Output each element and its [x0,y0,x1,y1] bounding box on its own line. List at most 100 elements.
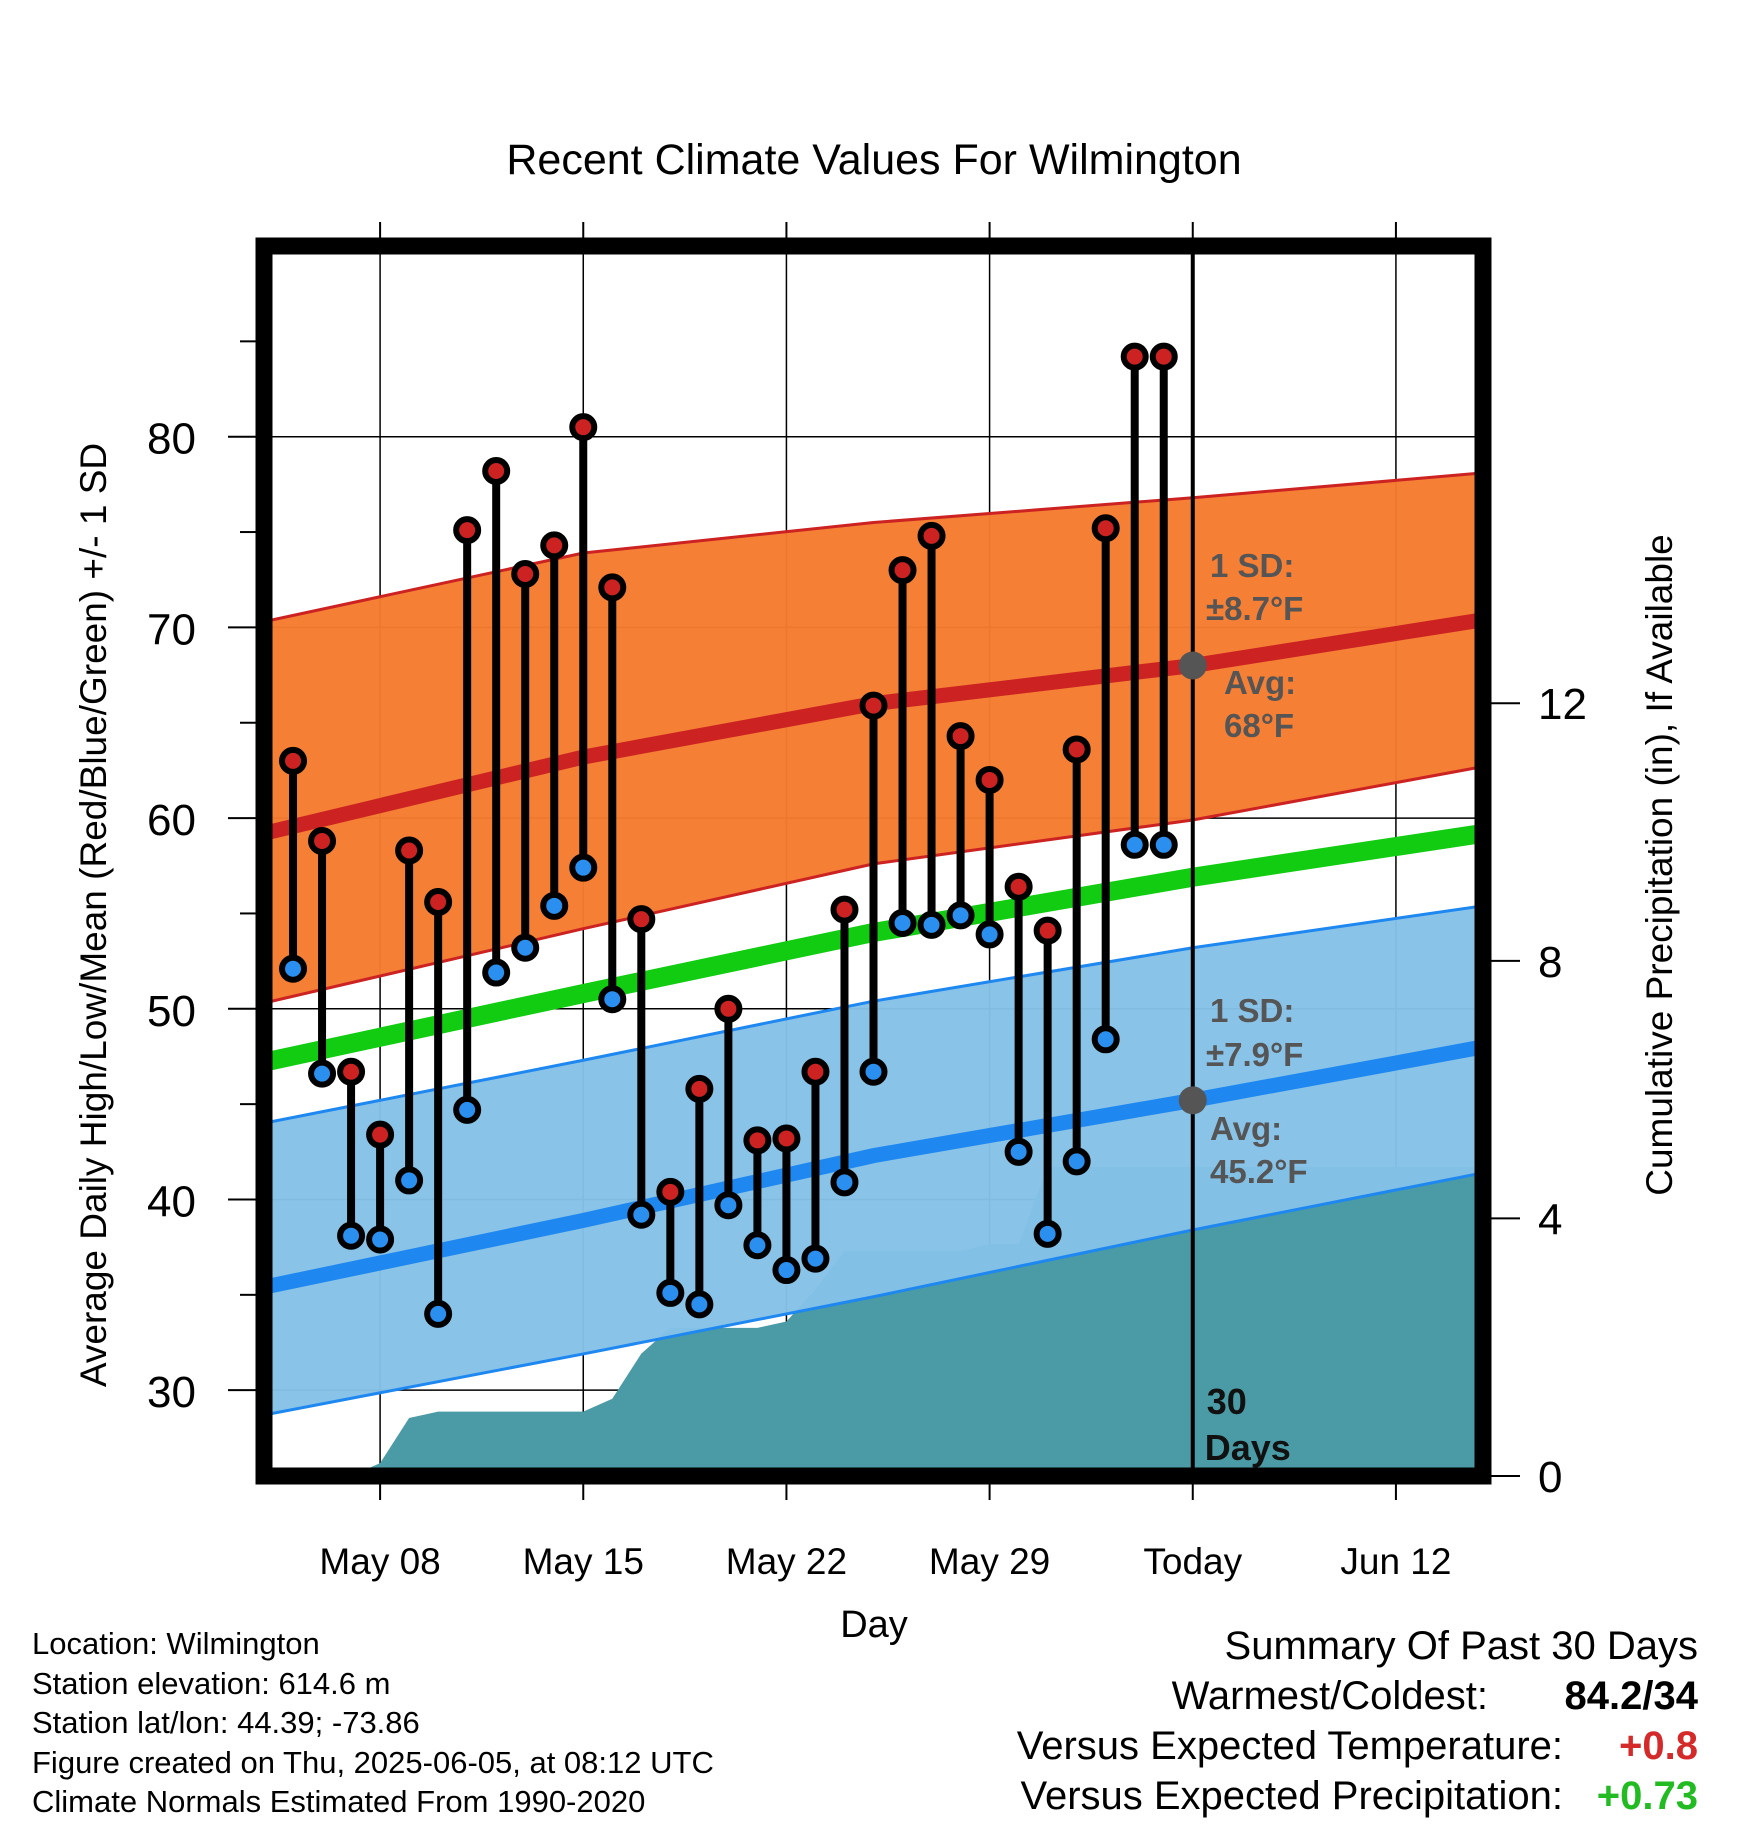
warm-cold-value: 84.2/34 [1564,1674,1698,1718]
x-tick-label: May 22 [726,1541,847,1582]
high-avg-label: Avg: [1224,664,1296,701]
high-point [917,521,946,550]
x-tick-label: May 15 [523,1541,644,1582]
low-point [511,933,540,962]
low-point [1004,1137,1033,1166]
low-point [917,910,946,939]
low-point [1091,1025,1120,1054]
low-point [743,1231,772,1260]
high-point [685,1074,714,1103]
low-sd-label: 1 SD: [1210,992,1294,1029]
low-point [569,853,598,882]
warm-cold-label: Warmest/Coldest: [1171,1674,1488,1718]
high-point [1033,916,1062,945]
summary-panel: Summary Of Past 30 Days Warmest/Coldest:… [798,1624,1698,1824]
low-avg-label: Avg: [1210,1110,1282,1147]
low-point [656,1278,685,1307]
high-point [511,560,540,588]
latlon-text: Station lat/lon: 44.39; -73.86 [32,1705,420,1740]
precip-vs-expected-value: +0.73 [1596,1774,1698,1818]
chart-title: Recent Climate Values For Wilmington [506,136,1241,184]
temp-vs-expected-value: +0.8 [1619,1724,1698,1768]
high-point [1149,342,1178,371]
y-tick-label: 70 [147,605,196,654]
x-tick-label: May 08 [319,1541,440,1582]
x-tick-label: Jun 12 [1340,1541,1451,1582]
high-point [1091,514,1120,543]
low-point [453,1095,482,1124]
high-sd-value: ±8.7°F [1206,590,1303,627]
low-sd-band-lower-edge [264,1171,1483,1417]
low-point [1062,1147,1091,1176]
y-tick-label: 30 [147,1368,196,1417]
high-point [540,531,569,560]
created-text: Figure created on Thu, 2025-06-05, at 08… [32,1744,714,1780]
low-sd-value: ±7.9°F [1206,1036,1303,1073]
low-point [482,958,511,987]
high-point [395,836,424,865]
elevation-text: Station elevation: 614.6 m [32,1665,391,1701]
low-point [308,1059,337,1088]
station-info: Location: Wilmington Station elevation: … [32,1624,714,1822]
high-avg-value: 68°F [1224,707,1294,744]
today-days-word: Days [1205,1427,1291,1468]
high-point [714,994,743,1023]
low-point [859,1057,888,1086]
high-point [743,1126,772,1155]
low-point [337,1221,366,1250]
y2-tick-label: 8 [1538,938,1562,987]
high-point [308,826,337,855]
low-point [801,1244,830,1273]
y2-tick-label: 0 [1538,1453,1562,1502]
low-point [975,920,1004,949]
y2-tick-label: 12 [1538,680,1587,729]
high-point [656,1177,685,1206]
y-axis-label: Average Daily High/Low/Mean (Red/Blue/Gr… [73,443,114,1387]
precip-area [293,1166,1483,1476]
y-tick-label: 60 [147,796,196,845]
low-point [1120,830,1149,859]
low-point [279,954,308,983]
summary-title: Summary Of Past 30 Days [1224,1624,1698,1668]
low-point [714,1191,743,1220]
high-point [453,516,482,545]
plot-frame [255,237,1492,1485]
low-point [685,1290,714,1319]
low-point [598,985,627,1014]
y-tick-label: 80 [147,415,196,464]
low-point [540,891,569,920]
location-text: Location: Wilmington [32,1626,320,1661]
today-high-normal-marker [1178,651,1207,680]
high-sd-label: 1 SD: [1210,547,1294,584]
high-point [424,888,453,916]
low-avg-value: 45.2°F [1210,1153,1308,1190]
y-tick-label: 50 [147,987,196,1036]
high-point [1004,872,1033,901]
high-point [772,1124,801,1153]
normals-text: Climate Normals Estimated From 1990-2020 [32,1784,646,1819]
high-point [598,573,627,602]
x-tick-label: May 29 [929,1541,1050,1582]
high-point [337,1057,366,1086]
high-point [279,746,308,775]
temp-vs-expected-label: Versus Expected Temperature: [1016,1724,1563,1768]
precip-vs-expected-label: Versus Expected Precipitation: [1020,1774,1563,1818]
low-point [946,901,975,930]
high-point [1062,735,1091,764]
high-point [627,905,656,934]
low-normal-line [264,1039,1483,1295]
y-tick-label: 40 [147,1177,196,1226]
high-point [946,722,975,751]
high-point [482,457,511,486]
high-point [830,895,859,924]
today-days-number: 30 [1207,1381,1247,1422]
today-low-normal-marker [1178,1086,1207,1115]
low-point [627,1200,656,1229]
high-point [859,691,888,720]
high-point [975,765,1004,794]
high-sd-band-upper-edge [264,471,1483,624]
x-axis-label: Day [840,1604,908,1646]
low-point [424,1299,453,1328]
y2-axis-label: Cumulative Precipitation (in), If Availa… [1639,534,1680,1196]
low-point [888,908,917,937]
